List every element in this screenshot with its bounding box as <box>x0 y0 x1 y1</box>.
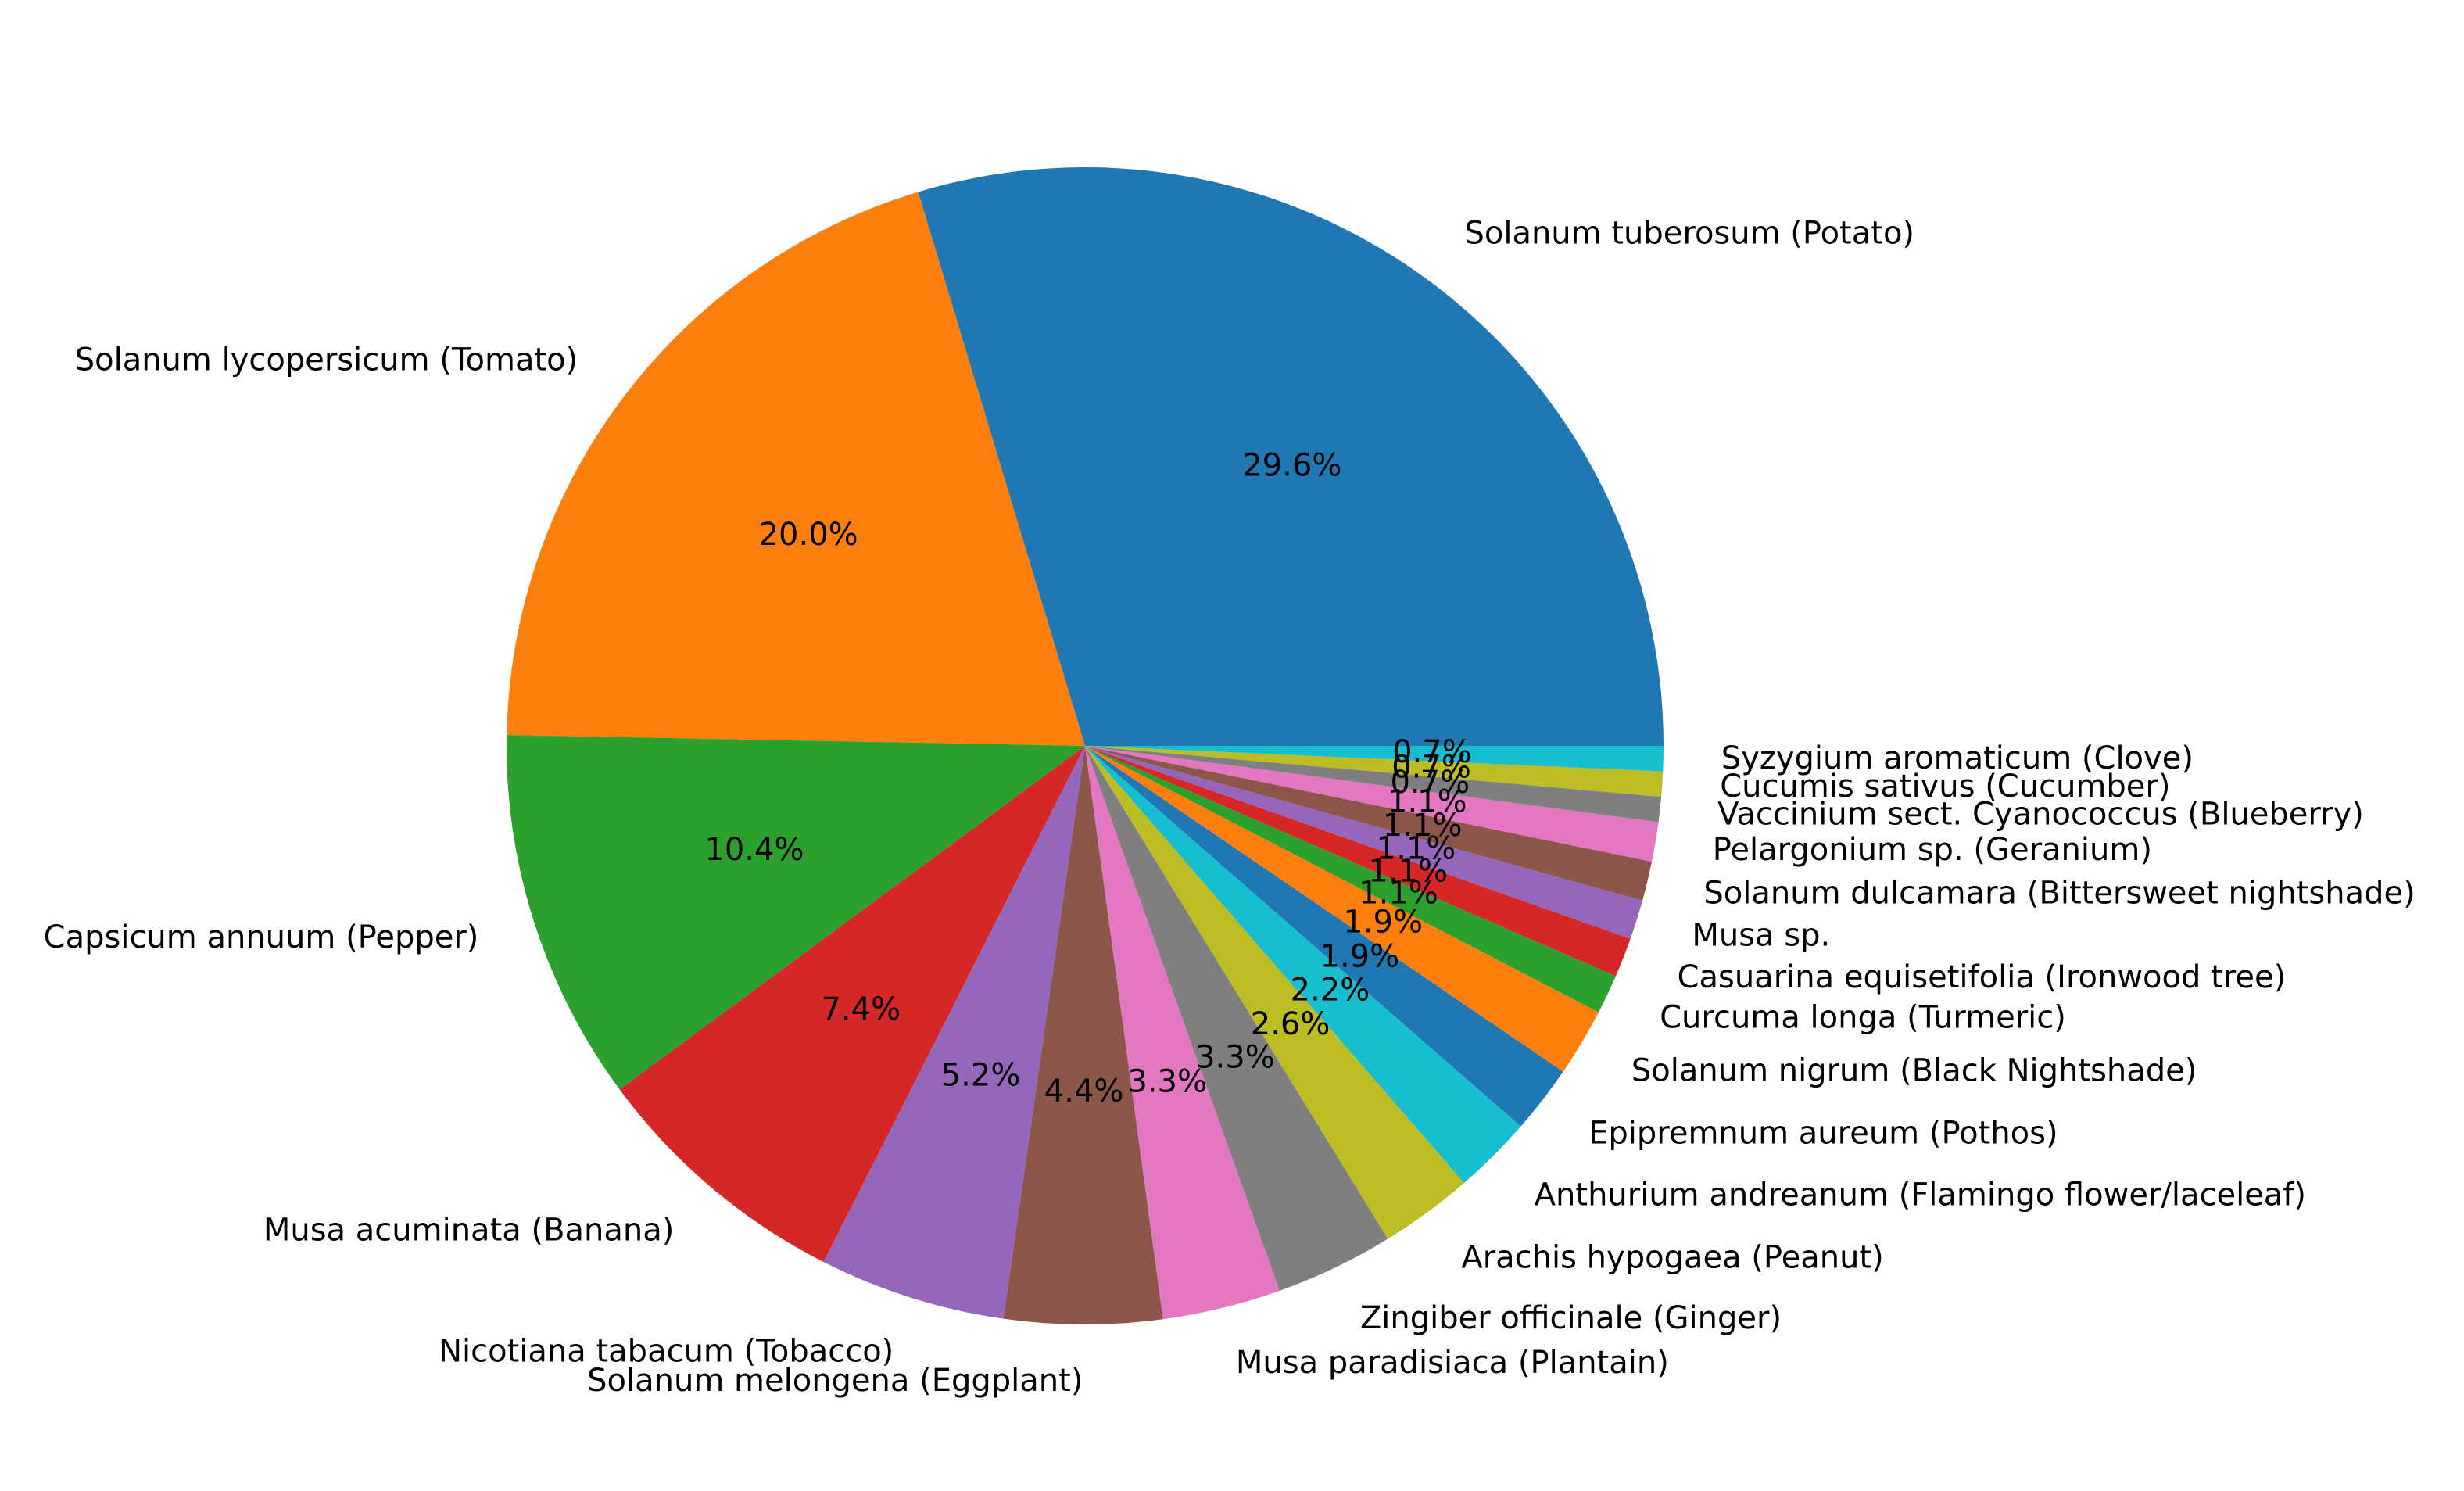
pie-slice-arachis-hypogaea-peanut <box>1085 746 1464 1239</box>
pie-slice-epipremnum-aureum-pothos <box>1085 746 1563 1127</box>
slice-pct-nicotiana-tabacum-tobacco: 5.2% <box>941 1057 1021 1093</box>
pie-slice-curcuma-longa-turmeric <box>1085 746 1616 1013</box>
slice-pct-arachis-hypogaea-peanut: 2.6% <box>1251 1006 1330 1042</box>
pct-labels-layer: 29.6%20.0%10.4%7.4%5.2% 4.4% 3.3%3.3%2.6%2… <box>704 448 1471 1109</box>
slice-pct-musa-sp: 1.1% <box>1377 830 1456 866</box>
slice-label-casuarina-equisetifolia-ironwood-tree: Casuarina equisetifolia (Ironwood tree) <box>1678 959 2287 995</box>
slice-pct-epipremnum-aureum-pothos: 1.9% <box>1320 938 1400 974</box>
pie-slice-pelargonium-sp-geranium <box>1085 746 1659 862</box>
pie-slice-musa-acuminata-banana <box>619 746 1085 1263</box>
slice-label-vaccinium-sect-cyanococcus-blueberry: Vaccinium sect. Cyanococcus (Blueberry) <box>1717 797 2364 833</box>
slice-pct-solanum-melongena-eggplant: 4.4% <box>1044 1073 1124 1109</box>
pie-slice-casuarina-equisetifolia-ironwood-tree <box>1085 746 1631 977</box>
slices-layer <box>506 167 1664 1324</box>
slice-pct-vaccinium-sect-cyanococcus-blueberry: 0.7% <box>1390 765 1470 801</box>
slice-pct-musa-paradisiaca-plantain: 3.3% <box>1127 1063 1207 1099</box>
pie-slice-musa-paradisiaca-plantain <box>1085 746 1280 1320</box>
slice-pct-solanum-tuberosum-potato: 29.6% <box>1242 448 1341 484</box>
slice-label-epipremnum-aureum-pothos: Epipremnum aureum (Pothos) <box>1588 1116 2058 1152</box>
slice-label-capsicum-annuum-pepper: Capsicum annuum (Pepper) <box>44 919 479 955</box>
slice-label-musa-paradisiaca-plantain: Musa paradisiaca (Plantain) <box>1236 1345 1669 1381</box>
slice-label-musa-sp: Musa sp. <box>1692 918 1830 954</box>
pie-slice-anthurium-andreanum-flamingo-flower-laceleaf <box>1085 746 1521 1183</box>
pie-slice-nicotiana-tabacum-tobacco <box>823 746 1085 1319</box>
pie-slice-solanum-dulcamara-bittersweet-nightshade <box>1085 746 1653 901</box>
slice-pct-curcuma-longa-turmeric: 1.1% <box>1359 876 1438 912</box>
slice-pct-anthurium-andreanum-flamingo-flower-laceleaf: 2.2% <box>1291 972 1370 1008</box>
slice-label-curcuma-longa-turmeric: Curcuma longa (Turmeric) <box>1660 1000 2066 1036</box>
slice-label-nicotiana-tabacum-tobacco: Nicotiana tabacum (Tobacco) <box>439 1333 894 1369</box>
pie-slice-zingiber-officinale-ginger <box>1085 746 1388 1291</box>
slice-label-arachis-hypogaea-peanut: Arachis hypogaea (Peanut) <box>1461 1239 1883 1275</box>
slice-pct-syzygium-aromaticum-clove: 0.7% <box>1392 734 1472 770</box>
slice-label-musa-acuminata-banana: Musa acuminata (Banana) <box>263 1213 675 1249</box>
slice-label-anthurium-andreanum-flamingo-flower-laceleaf: Anthurium andreanum (Flamingo flower/lac… <box>1535 1177 2306 1213</box>
slice-pct-solanum-lycopersicum-tomato: 20.0% <box>759 517 858 553</box>
slice-label-pelargonium-sp-geranium: Pelargonium sp. (Geranium) <box>1713 832 2152 868</box>
pie-slice-solanum-tuberosum-potato <box>918 167 1664 747</box>
slice-pct-musa-acuminata-banana: 7.4% <box>821 991 901 1027</box>
slice-label-zingiber-officinale-ginger: Zingiber officinale (Ginger) <box>1360 1300 1782 1336</box>
slice-pct-capsicum-annuum-pepper: 10.4% <box>704 832 804 868</box>
pie-slice-vaccinium-sect-cyanococcus-blueberry <box>1085 746 1662 823</box>
slice-pct-pelargonium-sp-geranium: 1.1% <box>1388 784 1467 820</box>
slice-pct-cucumis-sativus-cucumber: 0.7% <box>1391 749 1471 785</box>
slice-pct-casuarina-equisetifolia-ironwood-tree: 1.1% <box>1368 853 1448 889</box>
slice-label-solanum-dulcamara-bittersweet-nightshade: Solanum dulcamara (Bittersweet nightshad… <box>1703 875 2415 911</box>
pie-slice-solanum-lycopersicum-tomato <box>507 192 1085 747</box>
slice-label-syzygium-aromaticum-clove: Syzygium aromaticum (Clove) <box>1721 740 2194 776</box>
pie-slice-syzygium-aromaticum-clove <box>1085 746 1664 772</box>
slice-label-cucumis-sativus-cucumber: Cucumis sativus (Cucumber) <box>1720 769 2170 805</box>
slice-label-solanum-melongena-eggplant: Solanum melongena (Eggplant) <box>587 1363 1083 1399</box>
outer-labels-layer: Solanum tuberosum (Potato) Solanum lycope… <box>44 216 2416 1399</box>
slice-pct-zingiber-officinale-ginger: 3.3% <box>1195 1039 1275 1075</box>
slice-label-solanum-tuberosum-potato: Solanum tuberosum (Potato) <box>1464 216 1914 252</box>
slice-label-solanum-nigrum-black-nightshade: Solanum nigrum (Black Nightshade) <box>1631 1052 2197 1088</box>
slice-label-solanum-lycopersicum-tomato: Solanum lycopersicum (Tomato) <box>75 342 578 378</box>
pie-slice-solanum-melongena-eggplant <box>1003 746 1163 1324</box>
slice-pct-solanum-dulcamara-bittersweet-nightshade: 1.1% <box>1383 808 1463 844</box>
pie-slice-solanum-nigrum-black-nightshade <box>1085 746 1599 1072</box>
pie-slice-capsicum-annuum-pepper <box>506 735 1085 1090</box>
slice-pct-solanum-nigrum-black-nightshade: 1.9% <box>1343 905 1423 941</box>
pie-slice-musa-sp <box>1085 746 1643 939</box>
pie-slice-cucumis-sativus-cucumber <box>1085 746 1664 797</box>
